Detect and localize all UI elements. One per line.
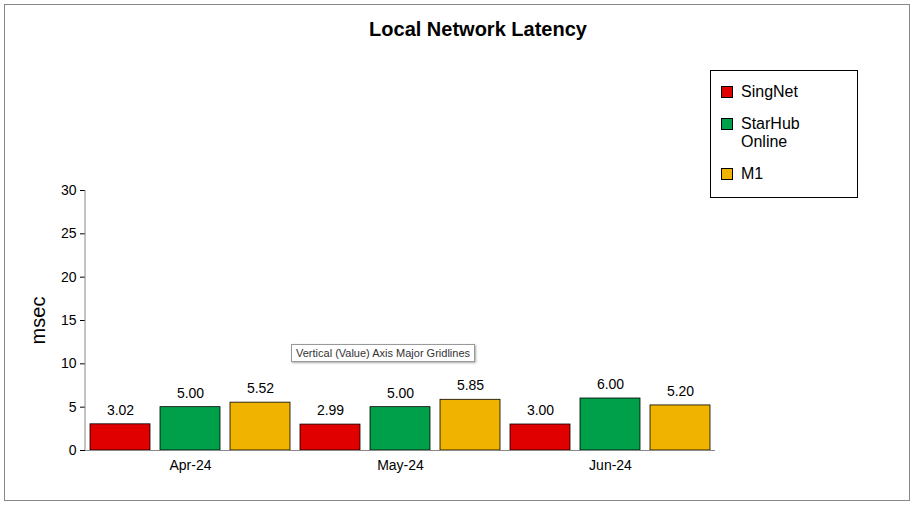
svg-text:5.52: 5.52 bbox=[247, 380, 274, 396]
svg-text:May-24: May-24 bbox=[377, 457, 424, 473]
svg-text:5: 5 bbox=[69, 399, 77, 415]
html-text:M1: M1 bbox=[741, 165, 764, 182]
svg-text:10: 10 bbox=[61, 355, 77, 371]
svg-text:3.00: 3.00 bbox=[527, 402, 554, 418]
svg-text:0: 0 bbox=[69, 442, 77, 458]
svg-text:5.00: 5.00 bbox=[387, 385, 414, 401]
svg-text:3.02: 3.02 bbox=[107, 402, 134, 418]
svg-text:Apr-24: Apr-24 bbox=[169, 457, 211, 473]
svg-text:2.99: 2.99 bbox=[317, 402, 344, 418]
svg-text:30: 30 bbox=[61, 182, 77, 198]
html-text:Vertical (Value) Axis Major Gr: Vertical (Value) Axis Major Gridlines bbox=[296, 347, 470, 359]
svg-text:5.85: 5.85 bbox=[457, 377, 484, 393]
svg-text:Jun-24: Jun-24 bbox=[589, 457, 632, 473]
svg-text:25: 25 bbox=[61, 225, 77, 241]
html-text:Local Network Latency: Local Network Latency bbox=[369, 18, 587, 40]
svg-text:15: 15 bbox=[61, 312, 77, 328]
svg-text:5.20: 5.20 bbox=[667, 383, 694, 399]
html-text:StarHub Online: StarHub Online bbox=[741, 115, 800, 150]
svg-text:5.00: 5.00 bbox=[177, 385, 204, 401]
html-text:SingNet: SingNet bbox=[741, 83, 798, 100]
svg-text:20: 20 bbox=[61, 269, 77, 285]
svg-text:6.00: 6.00 bbox=[597, 376, 624, 392]
svg-text:msec: msec bbox=[27, 297, 49, 345]
